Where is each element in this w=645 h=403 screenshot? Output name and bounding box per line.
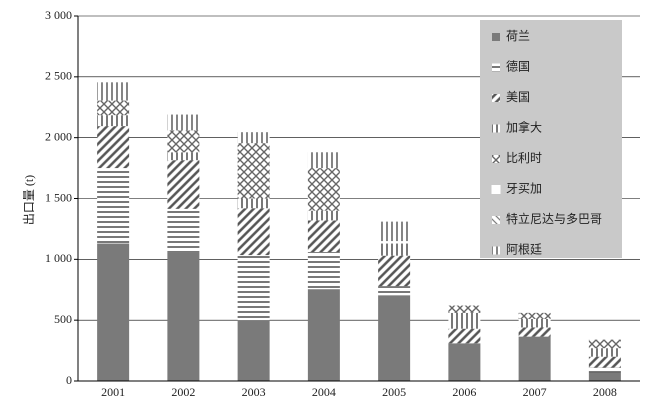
bar-segment (378, 295, 411, 381)
bar-segment (378, 255, 411, 287)
bar-segment (167, 130, 200, 153)
bar-segment (378, 243, 411, 256)
x-tick-label: 2001 (101, 385, 125, 399)
bar-segment (448, 328, 481, 344)
x-tick-label: 2005 (382, 385, 406, 399)
legend-label: 荷兰 (506, 29, 530, 43)
bar-segment (97, 168, 130, 244)
bar-segment (237, 198, 270, 209)
bar-segment (237, 255, 270, 321)
bar-segment (237, 320, 270, 381)
bar-segment (97, 126, 130, 169)
legend-swatch (492, 63, 500, 72)
bar-segment (307, 289, 340, 381)
y-tick-label: 3 000 (45, 8, 72, 22)
x-tick-label: 2006 (452, 385, 476, 399)
bar-segment (378, 241, 411, 244)
bar-segment (378, 221, 411, 242)
bar-segment (378, 286, 411, 296)
bars: 2001 2002 2003 2004 2005 2006 2007 2008 (97, 82, 621, 399)
legend-swatch (492, 124, 500, 133)
y-tick-label: 500 (54, 312, 72, 326)
bar-segment (167, 160, 200, 209)
bar-segment (448, 312, 481, 329)
bar-segment (307, 220, 340, 253)
bar-segment (237, 132, 270, 144)
x-tick-label: 2008 (593, 385, 617, 399)
bar-segment (167, 208, 200, 253)
legend-swatch (492, 155, 500, 163)
bar-segment (307, 168, 340, 211)
y-tick-label: 2 000 (45, 129, 72, 143)
bar-segment (518, 327, 551, 337)
bar-segment (307, 210, 340, 221)
bar-segment (97, 100, 130, 116)
legend-label: 牙买加 (506, 181, 542, 195)
legend-label: 特立尼达与多巴哥 (506, 211, 602, 226)
legend-swatch (492, 246, 500, 255)
legend-swatch (492, 216, 500, 224)
bar-segment (588, 356, 621, 368)
bar-segment (237, 143, 270, 199)
bar-segment (588, 339, 621, 349)
x-tick-label: 2004 (312, 385, 336, 399)
legend-swatch (492, 94, 500, 102)
bar-segment (588, 348, 621, 357)
y-tick-label: 2 500 (45, 69, 72, 83)
bar-segment (97, 115, 130, 127)
bar-segment (307, 152, 340, 169)
legend-swatch (491, 185, 501, 194)
x-tick-label: 2007 (523, 385, 547, 399)
bar-segment (167, 114, 200, 131)
bar-segment (518, 336, 551, 381)
legend-swatch (492, 33, 500, 41)
legend-label: 美国 (506, 90, 530, 104)
legend-label: 比利时 (506, 151, 542, 165)
x-tick-label: 2002 (171, 385, 195, 399)
bar-segment (97, 82, 130, 101)
bar-segment (588, 372, 621, 381)
bar-segment (448, 343, 481, 381)
bar-segment (588, 367, 621, 373)
legend-label: 阿根廷 (506, 242, 542, 256)
legend-box (480, 20, 622, 258)
bar-segment (307, 252, 340, 290)
bar-segment (518, 312, 551, 319)
bar-segment (237, 208, 270, 256)
y-tick-label: 1 000 (45, 251, 72, 265)
y-tick-label: 1 500 (45, 190, 72, 204)
bar-segment (448, 305, 481, 313)
y-axis-label: 出口量 (t) (22, 175, 36, 225)
legend-label: 德国 (506, 58, 530, 73)
bar-segment (167, 152, 200, 161)
bar-segment (97, 243, 130, 381)
legend-label: 加拿大 (506, 119, 542, 134)
bar-segment (518, 318, 551, 328)
bar-segment (167, 252, 200, 381)
x-tick-label: 2003 (242, 385, 266, 399)
y-tick-label: 0 (66, 373, 72, 387)
